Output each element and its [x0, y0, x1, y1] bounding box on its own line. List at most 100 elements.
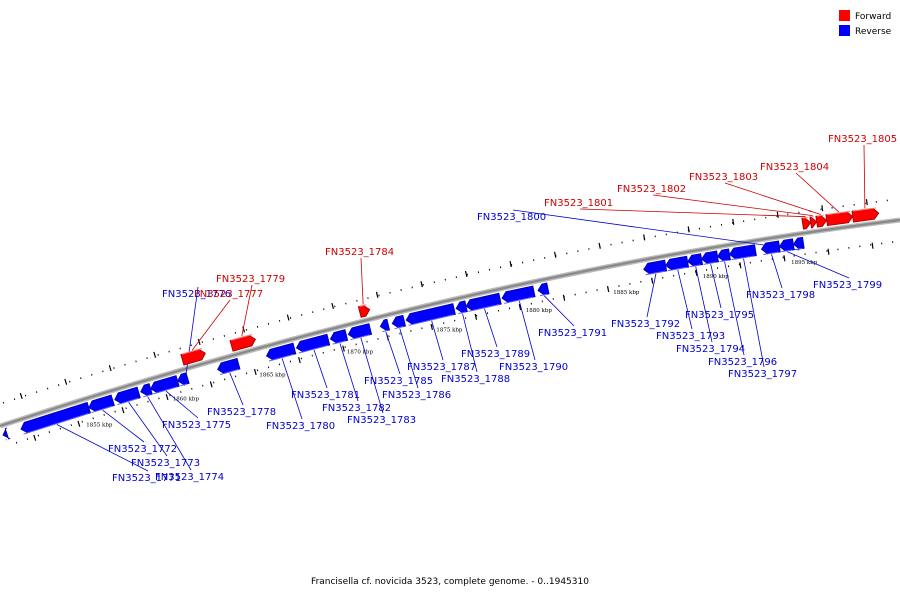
gene-feature-FN3523_1805[interactable]: [851, 207, 880, 223]
gene-label-FN3523_1793[interactable]: FN3523_1793: [656, 331, 725, 342]
gene-feature-FN3523_1782[interactable]: [329, 329, 349, 344]
gene-label-FN3523_1777[interactable]: FN3523_1777: [194, 289, 263, 300]
gene-label-FN3523_1805[interactable]: FN3523_1805: [828, 134, 897, 145]
gene-feature-FN3523_1789[interactable]: [465, 292, 502, 311]
major-tick: [331, 302, 334, 310]
gene-highlight: [645, 270, 665, 276]
gene-label-FN3523_1795[interactable]: FN3523_1795: [685, 310, 754, 321]
gene-highlight: [795, 248, 803, 251]
gene-highlight: [23, 413, 89, 435]
gene-leader-line: [646, 273, 657, 318]
gene-label-FN3523_1802[interactable]: FN3523_1802: [617, 184, 686, 195]
gene-feature-FN3523_1802[interactable]: [809, 216, 818, 229]
gene-leader-line: [313, 349, 328, 389]
gene-label-FN3523_1782[interactable]: FN3523_1782: [322, 403, 391, 414]
gene-label-FN3523_1787[interactable]: FN3523_1787: [407, 362, 476, 373]
gene-feature-FN3523_1781[interactable]: [295, 333, 331, 353]
gene-label-FN3523_1794[interactable]: FN3523_1794: [676, 344, 745, 355]
major-tick: [598, 242, 601, 249]
gene-label-FN3523_1792[interactable]: FN3523_1792: [611, 319, 680, 330]
gene-label-FN3523_1800[interactable]: FN3523_1800: [477, 212, 546, 223]
major-tick: [197, 338, 201, 346]
gene-label-FN3523_1772[interactable]: FN3523_1772: [108, 444, 177, 455]
gene-label-FN3523_1776[interactable]: FN3523_1776: [162, 289, 231, 300]
gene-highlight: [230, 334, 253, 341]
gene-label-FN3523_1786[interactable]: FN3523_1786: [382, 390, 451, 401]
legend: Forward Reverse: [839, 10, 892, 37]
gene-feature-FN3523_1794[interactable]: [687, 253, 704, 267]
gene-label-FN3523_1801[interactable]: FN3523_1801: [544, 198, 613, 209]
gene-highlight: [504, 296, 534, 304]
legend-forward-swatch: [839, 10, 850, 21]
gene-label-FN3523_1775[interactable]: FN3523_1775: [162, 420, 231, 431]
major-tick: [509, 261, 512, 268]
gene-feature-FN3523_1796[interactable]: [717, 248, 731, 262]
gene-highlight: [117, 397, 139, 406]
tick-label: 1860 kbp: [173, 397, 200, 403]
gene-label-FN3523_1799[interactable]: FN3523_1799: [813, 280, 882, 291]
gene-highlight: [153, 386, 178, 395]
gene-label-FN3523_1798[interactable]: FN3523_1798: [746, 290, 815, 301]
gene-label-FN3523_1781[interactable]: FN3523_1781: [291, 390, 360, 401]
gene-highlight: [298, 344, 328, 354]
gene-feature-FN3523_1797[interactable]: [729, 244, 757, 260]
gene-label-FN3523_1796[interactable]: FN3523_1796: [708, 357, 777, 368]
gene-label-FN3523_1797[interactable]: FN3523_1797: [728, 369, 797, 380]
major-tick: [865, 199, 868, 206]
gene-highlight: [143, 394, 151, 398]
gene-label-FN3523_1773[interactable]: FN3523_1773: [131, 458, 200, 469]
gene-leader-line: [724, 182, 821, 215]
gene-label-FN3523_1780[interactable]: FN3523_1780: [266, 421, 335, 432]
gene-leader-line: [241, 284, 253, 337]
gene-feature-FN3523_1803[interactable]: [815, 215, 828, 228]
gene-feature-FN3523_1801[interactable]: [801, 217, 812, 230]
gene-label-FN3523_1803[interactable]: FN3523_1803: [689, 172, 758, 183]
gene-leader-line: [579, 208, 806, 218]
major-tick: [298, 357, 301, 364]
gene-feature-FN3523_1785[interactable]: [379, 318, 391, 332]
gene-label-FN3523_1783[interactable]: FN3523_1783: [347, 415, 416, 426]
gene-label-FN3523_1784[interactable]: FN3523_1784: [325, 247, 394, 258]
gene-feature-FN3523_1799[interactable]: [778, 238, 795, 252]
gene-label-FN3523_1771[interactable]: FN3523_1771: [112, 473, 181, 484]
gene-feature-FN3523_1784[interactable]: [357, 305, 371, 318]
gene-highlight: [458, 311, 466, 315]
gene-feature-FN3523_1777[interactable]: [180, 348, 206, 366]
backbone-layer: [0, 217, 900, 429]
gene-leader-line: [56, 424, 149, 472]
gene-feature-fragment[interactable]: [2, 427, 11, 440]
gene-feature-FN3523_1800[interactable]: [792, 236, 805, 250]
gene-label-FN3523_1778[interactable]: FN3523_1778: [207, 407, 276, 418]
gene-feature-FN3523_1786[interactable]: [391, 314, 406, 329]
gene-label-FN3523_1791[interactable]: FN3523_1791: [538, 328, 607, 339]
gene-feature-FN3523_1804[interactable]: [825, 211, 854, 227]
gene-feature-FN3523_1778[interactable]: [217, 357, 241, 374]
major-tick: [165, 393, 169, 401]
major-tick: [209, 381, 213, 388]
tick-label: 1880 kbp: [526, 308, 553, 314]
gene-label-FN3523_1779[interactable]: FN3523_1779: [216, 274, 285, 285]
legend-reverse-swatch: [839, 25, 850, 36]
tick-label: 1875 kbp: [436, 328, 463, 334]
gene-feature-FN3523_1776[interactable]: [177, 372, 190, 386]
gene-label-FN3523_1788[interactable]: FN3523_1788: [441, 374, 510, 385]
gene-feature-FN3523_1783[interactable]: [347, 323, 373, 339]
gene-label-FN3523_1774[interactable]: FN3523_1774: [155, 472, 224, 483]
gene-label-FN3523_1785[interactable]: FN3523_1785: [364, 376, 433, 387]
major-tick: [651, 277, 654, 284]
gene-leader-line: [191, 299, 231, 351]
gene-feature-FN3523_1774[interactable]: [140, 383, 153, 397]
gene-label-FN3523_1789[interactable]: FN3523_1789: [461, 349, 530, 360]
gene-label-FN3523_1804[interactable]: FN3523_1804: [760, 162, 829, 173]
gene-feature-FN3523_1791[interactable]: [537, 282, 550, 296]
major-tick: [464, 270, 468, 277]
gene-label-FN3523_1790[interactable]: FN3523_1790: [499, 362, 568, 373]
gene-feature-FN3523_1788[interactable]: [455, 300, 468, 314]
connector-layer: [56, 144, 866, 472]
major-tick: [342, 345, 345, 352]
tick-label: 1885 kbp: [613, 290, 640, 296]
gene-feature-FN3523_1787[interactable]: [405, 303, 456, 325]
gene-leader-line: [484, 308, 498, 348]
major-tick: [518, 304, 522, 311]
